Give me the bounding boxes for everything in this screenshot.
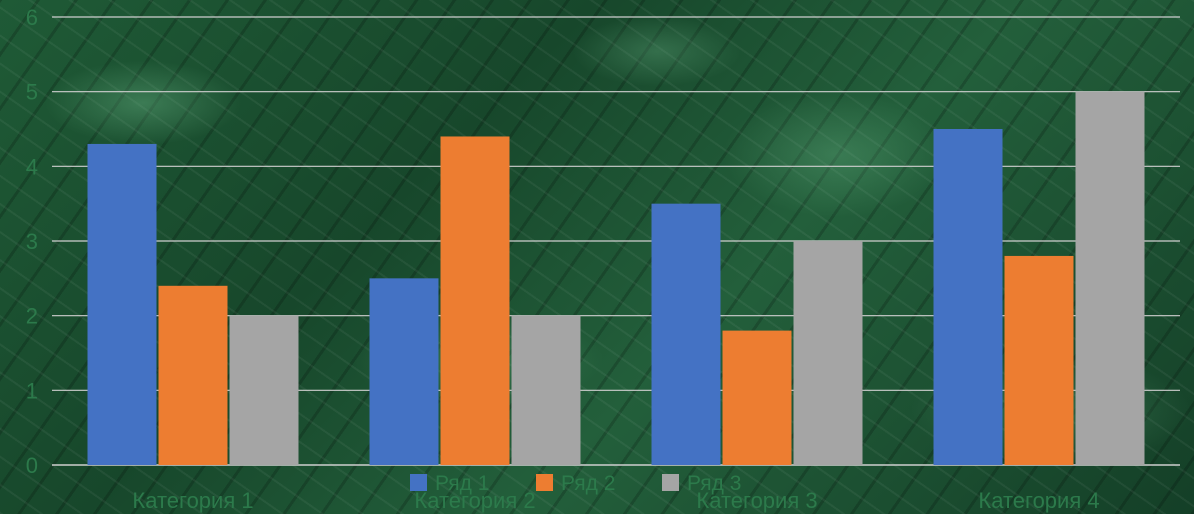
y-tick-label: 2: [26, 304, 38, 329]
legend-label: Ряд 3: [687, 472, 741, 495]
bar-3-4: [1075, 91, 1145, 466]
legend-swatch: [662, 474, 679, 491]
bar-2-1: [158, 285, 228, 465]
y-tick-label: 6: [26, 5, 38, 30]
legend: Ряд 1 Ряд 2 Ряд 3: [410, 472, 741, 495]
legend-swatch: [410, 474, 427, 491]
category-label: Категория 1: [132, 488, 253, 513]
y-tick-label: 3: [26, 229, 38, 254]
category-label: Категория 3: [696, 488, 817, 513]
y-tick-label: 1: [26, 378, 38, 403]
legend-label: Ряд 1: [435, 472, 489, 495]
y-tick-label: 0: [26, 453, 38, 478]
bar-1-3: [651, 203, 721, 465]
bar-3-1: [229, 315, 299, 465]
legend-label: Ряд 2: [561, 472, 615, 495]
bar-1-2: [369, 278, 439, 465]
y-axis-ticks: 0 1 2 3 4 5 6: [26, 5, 38, 478]
bar-3-2: [511, 315, 581, 465]
bar-2-3: [722, 330, 792, 465]
y-tick-label: 4: [26, 154, 38, 179]
x-axis-labels: Категория 1 Категория 2 Категория 3 Категор…: [132, 488, 1099, 513]
bar-1-4: [933, 129, 1003, 465]
y-tick-label: 5: [26, 80, 38, 105]
bar-2-2: [440, 136, 510, 465]
bar-1-1: [87, 143, 157, 465]
bars: [87, 91, 1145, 466]
category-label: Категория 4: [978, 488, 1099, 513]
bar-3-3: [793, 241, 863, 465]
legend-swatch: [536, 474, 553, 491]
category-label: Категория 2: [414, 488, 535, 513]
bar-2-4: [1004, 255, 1074, 465]
